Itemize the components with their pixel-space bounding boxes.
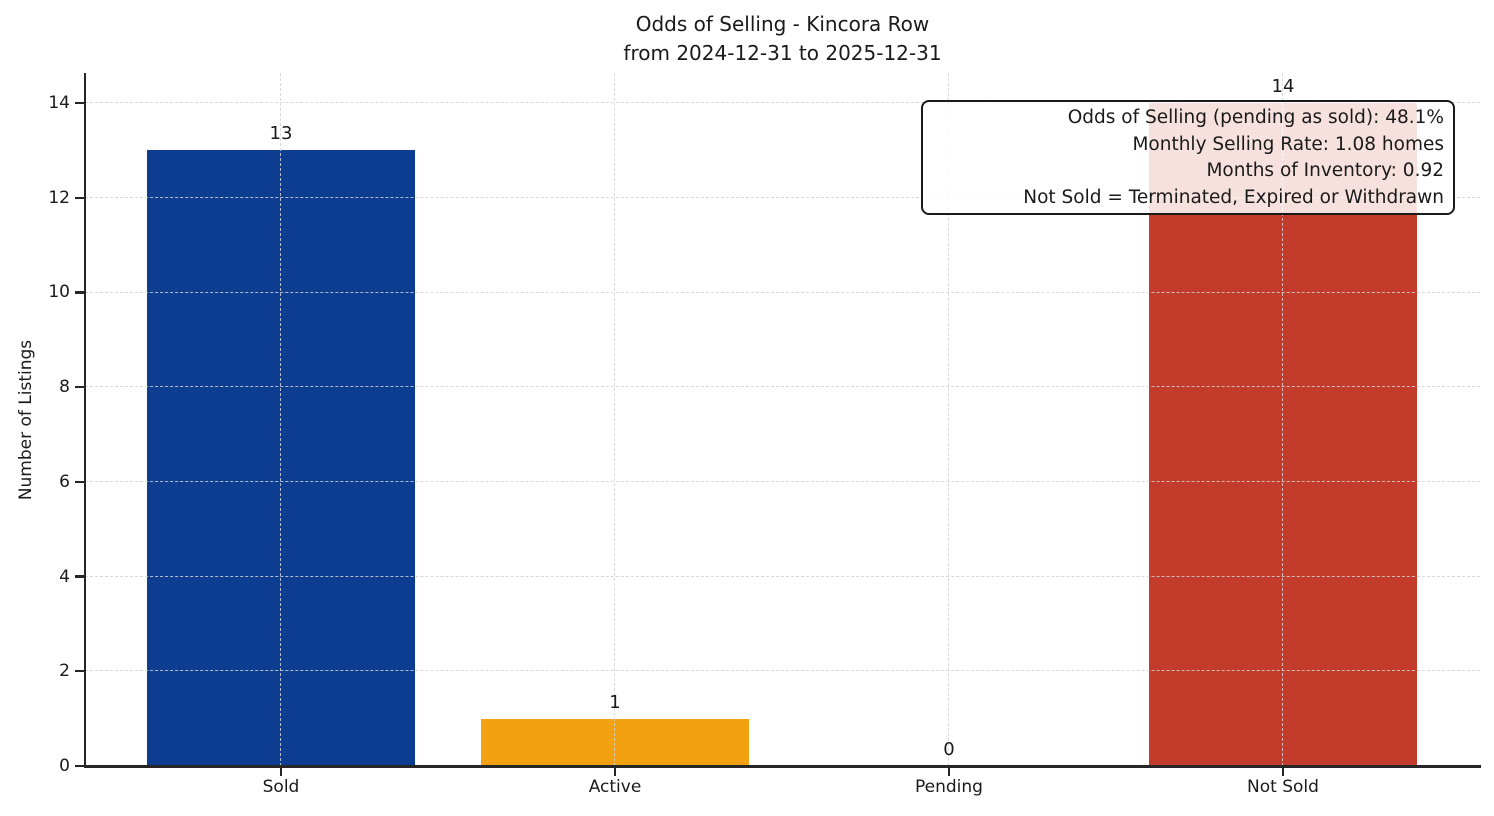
v-gridline (948, 73, 950, 766)
y-tick-mark (75, 764, 84, 768)
bar-value-label-sold: 13 (269, 123, 293, 145)
y-tick-label: 4 (59, 566, 70, 587)
y-tick-mark (75, 575, 84, 578)
annotation-line-monthly-rate: Monthly Selling Rate: 1.08 homes (1132, 133, 1444, 155)
chart-title: Odds of Selling - Kincora Row from 2024-… (85, 10, 1480, 68)
chart-title-line2: from 2024-12-31 to 2025-12-31 (623, 41, 942, 65)
y-tick-label: 2 (59, 661, 70, 682)
y-tick-mark (75, 291, 84, 294)
y-tick-label: 0 (59, 756, 70, 776)
y-tick-mark (75, 386, 84, 389)
v-gridline (1282, 73, 1284, 766)
y-tick-label: 12 (48, 187, 70, 208)
annotation-line-odds: Odds of Selling (pending as sold): 48.1% (1067, 107, 1444, 128)
bar-value-label-pending: 0 (943, 739, 955, 760)
x-tick-label-not-sold: Not Sold (1247, 777, 1319, 797)
h-gridline (85, 102, 1480, 104)
h-gridline (85, 196, 1480, 198)
y-tick-label: 14 (48, 93, 70, 113)
annotation-line-inventory: Months of Inventory: 0.92 (1206, 160, 1444, 182)
x-tick-mark (1281, 767, 1285, 776)
h-gridline (85, 291, 1480, 293)
v-gridline (614, 73, 616, 766)
x-tick-label-sold: Sold (262, 777, 300, 797)
y-axis-spine (83, 73, 86, 767)
y-tick-mark (75, 670, 84, 673)
annotation-line-not-sold-def: Not Sold = Terminated, Expired or Withdr… (1023, 186, 1444, 208)
stats-annotation-box: Odds of Selling (pending as sold): 48.1%… (921, 100, 1455, 215)
x-tick-label-active: Active (588, 777, 642, 797)
y-tick-label: 10 (48, 282, 70, 303)
x-tick-mark (279, 767, 283, 776)
y-tick-mark (75, 480, 84, 483)
y-tick-mark (75, 196, 84, 199)
chart-title-line1: Odds of Selling - Kincora Row (635, 12, 930, 36)
y-tick-label: 6 (59, 471, 70, 492)
h-gridline (85, 386, 1480, 388)
bar-value-label-active: 1 (609, 691, 621, 713)
h-gridline (85, 670, 1480, 672)
y-tick-mark (75, 101, 84, 105)
x-tick-mark (947, 767, 951, 776)
h-gridline (85, 575, 1480, 577)
v-gridline (280, 73, 282, 766)
bar-value-label-not-sold: 14 (1271, 76, 1295, 97)
h-gridline (85, 481, 1480, 483)
x-tick-label-pending: Pending (915, 777, 983, 797)
y-tick-label: 8 (59, 377, 70, 398)
x-tick-mark (613, 767, 617, 776)
x-axis-spine (84, 764, 1481, 768)
